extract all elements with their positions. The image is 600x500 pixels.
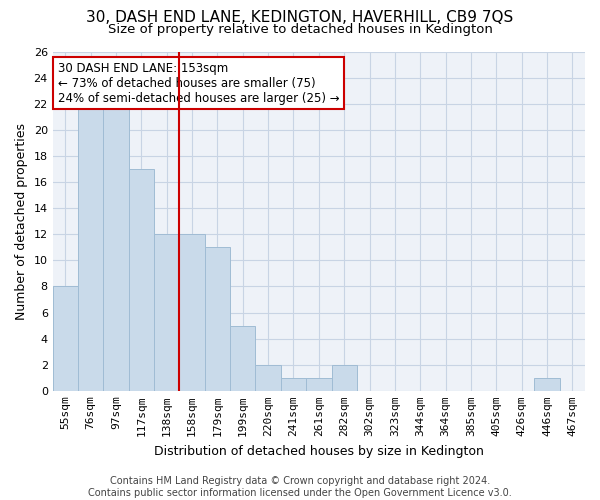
Bar bbox=[535, 378, 560, 391]
Bar bbox=[256, 364, 281, 391]
Text: Contains HM Land Registry data © Crown copyright and database right 2024.
Contai: Contains HM Land Registry data © Crown c… bbox=[88, 476, 512, 498]
Bar bbox=[78, 104, 103, 391]
Bar bbox=[230, 326, 256, 391]
Bar bbox=[103, 104, 129, 391]
Text: 30 DASH END LANE: 153sqm
← 73% of detached houses are smaller (75)
24% of semi-d: 30 DASH END LANE: 153sqm ← 73% of detach… bbox=[58, 62, 340, 104]
Text: Size of property relative to detached houses in Kedington: Size of property relative to detached ho… bbox=[107, 22, 493, 36]
Bar bbox=[306, 378, 332, 391]
Bar bbox=[129, 169, 154, 391]
X-axis label: Distribution of detached houses by size in Kedington: Distribution of detached houses by size … bbox=[154, 444, 484, 458]
Bar bbox=[154, 234, 179, 391]
Bar bbox=[205, 248, 230, 391]
Bar bbox=[281, 378, 306, 391]
Y-axis label: Number of detached properties: Number of detached properties bbox=[15, 122, 28, 320]
Bar bbox=[179, 234, 205, 391]
Bar bbox=[53, 286, 78, 391]
Text: 30, DASH END LANE, KEDINGTON, HAVERHILL, CB9 7QS: 30, DASH END LANE, KEDINGTON, HAVERHILL,… bbox=[86, 10, 514, 25]
Bar bbox=[332, 364, 357, 391]
